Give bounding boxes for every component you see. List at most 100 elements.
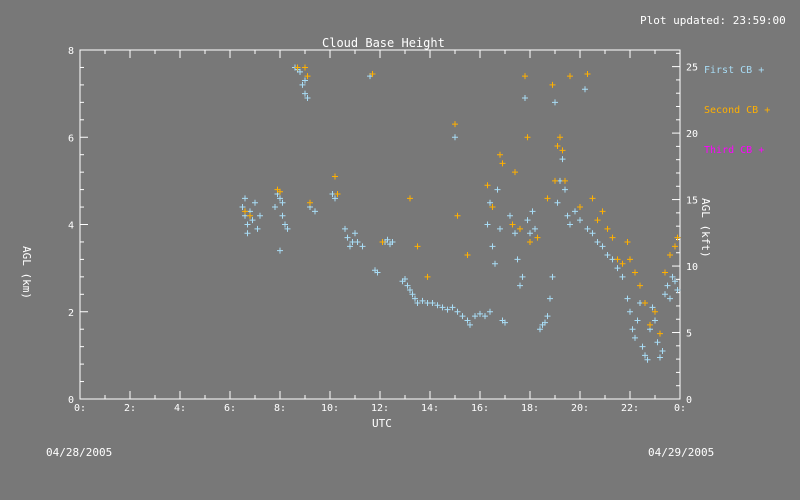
- data-point: [242, 195, 248, 202]
- data-point: [344, 234, 351, 241]
- data-point: [359, 243, 366, 250]
- data-point: [277, 247, 283, 254]
- y-axis-right-label: AGL (kft): [699, 198, 712, 258]
- data-point: [614, 256, 621, 263]
- data-point: [589, 230, 596, 237]
- data-point: [332, 195, 338, 202]
- data-point: [354, 238, 361, 245]
- data-point: [577, 204, 583, 211]
- series-first-cb: [239, 64, 681, 363]
- data-point: [404, 282, 411, 289]
- data-point: [567, 221, 573, 228]
- data-point: [449, 304, 456, 311]
- data-point: [669, 273, 676, 280]
- data-point: [302, 64, 308, 71]
- data-point: [517, 282, 523, 289]
- data-point: [464, 317, 471, 324]
- data-point: [662, 269, 668, 276]
- y-tick-label-right: 25: [686, 63, 698, 74]
- data-point: [249, 217, 256, 224]
- data-point: [352, 230, 358, 237]
- plot-updated-text: Plot updated: 23:59:00: [640, 14, 786, 27]
- data-point: [544, 313, 551, 320]
- data-point: [624, 295, 631, 302]
- data-point: [534, 234, 541, 241]
- data-point: [389, 238, 396, 245]
- y-tick-label-left: 0: [68, 395, 74, 406]
- data-point: [527, 230, 533, 237]
- data-point: [244, 230, 251, 237]
- data-point: [552, 177, 558, 184]
- data-point: [304, 94, 311, 101]
- y-tick-label-right: 20: [686, 129, 698, 140]
- y-tick-label-right: 0: [686, 395, 692, 406]
- data-point: [407, 195, 413, 202]
- data-point: [557, 134, 563, 141]
- data-point: [522, 94, 528, 101]
- data-point: [284, 225, 291, 232]
- data-point: [639, 343, 646, 350]
- data-point: [589, 195, 596, 202]
- y-tick-label-left: 8: [68, 46, 74, 57]
- data-point: [252, 199, 258, 206]
- data-point: [244, 221, 251, 228]
- series-second-cb: [242, 64, 681, 337]
- data-point: [369, 70, 376, 77]
- data-point: [517, 225, 523, 232]
- data-point: [254, 225, 261, 232]
- data-point: [552, 99, 558, 106]
- data-point: [282, 221, 288, 228]
- data-point: [492, 260, 498, 267]
- data-point: [554, 142, 561, 149]
- data-point: [384, 236, 391, 243]
- data-point: [582, 86, 588, 93]
- x-tick-label: 6:: [224, 403, 236, 414]
- x-tick-label: 22:: [621, 403, 639, 414]
- data-point: [654, 339, 661, 346]
- data-point: [652, 308, 658, 315]
- data-point: [624, 238, 631, 245]
- data-point: [594, 238, 601, 245]
- data-point: [297, 68, 303, 75]
- data-point: [542, 319, 548, 326]
- y-axis-left-label: AGL (km): [20, 246, 33, 299]
- data-point: [562, 177, 568, 184]
- data-point: [554, 199, 561, 206]
- data-point: [512, 230, 518, 237]
- data-point: [667, 295, 673, 302]
- series-layer: [239, 64, 681, 363]
- data-point: [627, 256, 633, 263]
- data-point: [522, 73, 528, 80]
- legend-second-cb-label: Second CB: [704, 105, 759, 116]
- data-point: [409, 291, 416, 298]
- data-point: [657, 330, 663, 337]
- data-point: [434, 302, 441, 309]
- data-point: [277, 188, 283, 195]
- data-point: [659, 348, 666, 355]
- y-tick-label-left: 2: [68, 308, 74, 319]
- data-point: [482, 313, 488, 320]
- legend-first-cb-marker: +: [758, 65, 765, 76]
- data-point: [347, 243, 353, 250]
- data-point: [512, 169, 518, 176]
- data-point: [272, 204, 278, 211]
- data-point: [407, 286, 413, 293]
- x-tick-label: 14:: [421, 403, 439, 414]
- chart-title: Cloud Base Height: [322, 36, 445, 50]
- legend-second-cb-marker: +: [764, 105, 771, 116]
- legend-third-cb: Third CB +: [704, 145, 764, 156]
- data-point: [414, 300, 421, 307]
- x-tick-label: 0:: [74, 403, 86, 414]
- date-right: 04/29/2005: [648, 446, 715, 459]
- data-point: [632, 334, 638, 341]
- data-point: [507, 212, 513, 219]
- data-point: [509, 221, 516, 228]
- x-tick-label: 0:: [674, 403, 686, 414]
- data-point: [647, 321, 653, 328]
- data-point: [604, 225, 611, 232]
- axes: 0: 2: 4: 6: 8: 10: 12: 14: 16: 18: 20: 22: 0:0246805…: [68, 46, 698, 414]
- legend-first-cb: First CB +: [704, 65, 764, 76]
- data-point: [302, 77, 308, 84]
